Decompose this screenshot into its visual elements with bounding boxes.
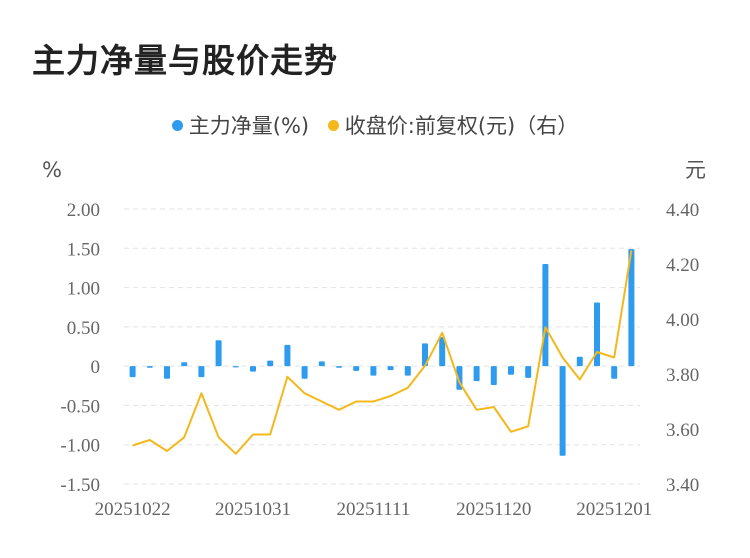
grid-lines: [124, 208, 640, 485]
bar[interactable]: [387, 366, 394, 371]
right-tick-label: 3.40: [666, 475, 699, 496]
right-tick-label: 3.80: [666, 365, 699, 386]
bar[interactable]: [611, 366, 618, 379]
bar[interactable]: [318, 361, 325, 367]
legend-item-close-price[interactable]: 收盘价:前复权(元)（右）: [327, 110, 579, 140]
right-axis-unit: 元: [685, 158, 706, 182]
left-tick-label: 0: [91, 357, 101, 378]
left-tick-label: 0.50: [67, 318, 100, 339]
bar[interactable]: [628, 249, 635, 367]
x-axis-ticks: 20251022 20251031 20251111 20251120 20251201: [95, 499, 653, 520]
bar[interactable]: [439, 337, 446, 367]
x-tick-label: 20251111: [336, 499, 410, 520]
bar[interactable]: [267, 360, 274, 367]
bar[interactable]: [232, 366, 239, 368]
left-tick-label: 1.00: [67, 279, 100, 300]
x-tick-label: 20251120: [456, 499, 531, 520]
legend-marker-close-price: [327, 119, 339, 131]
bar[interactable]: [353, 366, 360, 371]
bar[interactable]: [404, 366, 411, 376]
left-tick-label: -1.00: [60, 436, 100, 457]
left-tick-label: 2.00: [67, 200, 100, 221]
bar[interactable]: [129, 366, 136, 378]
bar[interactable]: [164, 366, 170, 379]
bar[interactable]: [594, 302, 600, 367]
right-tick-label: 4.00: [666, 310, 699, 331]
bar[interactable]: [525, 366, 532, 378]
bar-series: [129, 249, 635, 456]
legend-marker-net-volume: [171, 119, 183, 131]
left-tick-label: -1.50: [60, 475, 100, 496]
price-line[interactable]: [132, 250, 633, 455]
chart-title: 主力净量与股价走势: [32, 41, 338, 80]
bar[interactable]: [490, 366, 497, 385]
x-tick-label: 20251201: [576, 499, 652, 520]
bar[interactable]: [559, 366, 566, 456]
bar[interactable]: [215, 340, 222, 367]
right-tick-label: 4.20: [666, 255, 699, 276]
bar[interactable]: [181, 362, 188, 367]
chart-legend: 主力净量(%) 收盘价:前复权(元)（右）: [0, 110, 750, 140]
left-axis-unit: %: [42, 158, 62, 182]
bar[interactable]: [301, 366, 308, 379]
bar[interactable]: [576, 356, 583, 367]
legend-label-net-volume: 主力净量(%): [188, 114, 310, 138]
right-tick-label: 4.40: [666, 200, 699, 221]
line-series: [132, 250, 633, 455]
bar[interactable]: [198, 366, 205, 378]
bar[interactable]: [370, 366, 377, 376]
bar[interactable]: [508, 366, 514, 375]
left-tick-label: -0.50: [60, 396, 100, 417]
x-tick-label: 20251031: [215, 499, 291, 520]
bar[interactable]: [422, 343, 428, 367]
bar[interactable]: [336, 366, 342, 368]
legend-item-net-volume[interactable]: 主力净量(%): [171, 110, 310, 140]
left-tick-label: 1.50: [67, 239, 100, 260]
bar[interactable]: [473, 366, 480, 382]
bar[interactable]: [250, 366, 256, 372]
x-tick-label: 20251022: [95, 499, 171, 520]
legend-label-close-price: 收盘价:前复权(元)（右）: [344, 114, 579, 138]
left-axis-ticks: 2.00 1.50 1.00 0.50 0 -0.50 -1.00 -1.50: [60, 200, 100, 496]
bar[interactable]: [284, 344, 291, 367]
right-tick-label: 3.60: [666, 420, 699, 441]
bar[interactable]: [146, 366, 153, 368]
bar[interactable]: [542, 264, 549, 367]
right-axis-ticks: 4.40 4.20 4.00 3.80 3.60 3.40: [666, 200, 699, 496]
